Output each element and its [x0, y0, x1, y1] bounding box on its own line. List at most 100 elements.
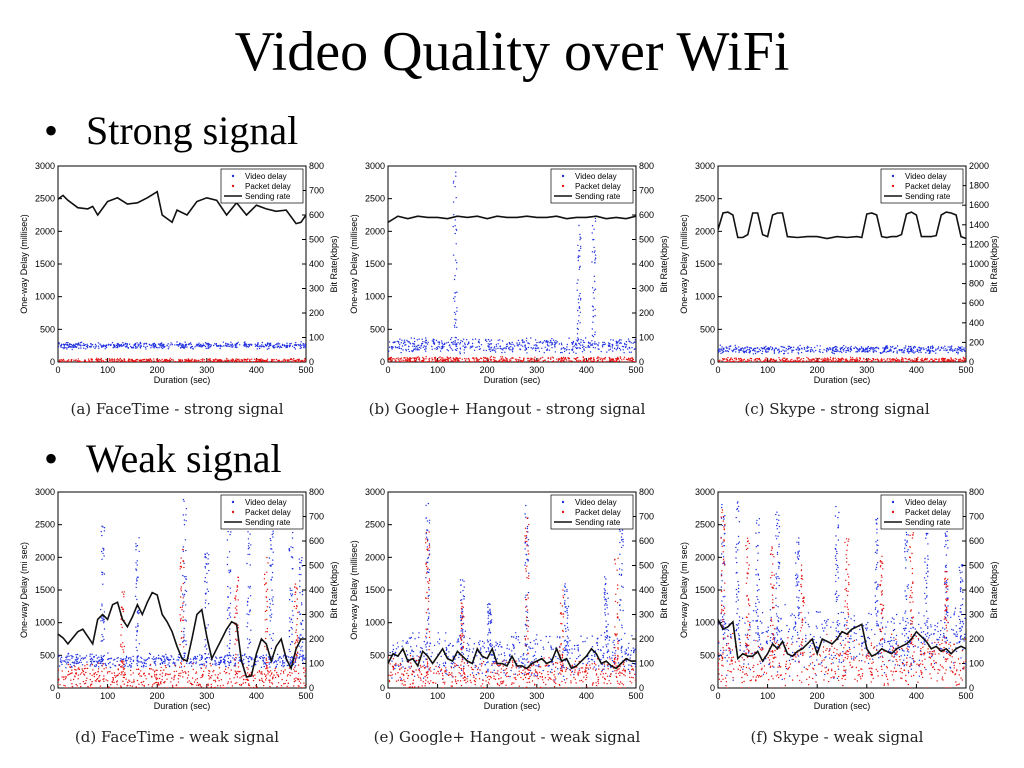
packet-delay-point	[241, 360, 244, 362]
video-delay-point	[593, 343, 595, 345]
packet-delay-point	[123, 676, 126, 679]
video-delay-point	[143, 662, 146, 665]
video-delay-point	[808, 346, 810, 349]
packet-delay-point	[234, 643, 236, 645]
packet-delay-point	[260, 359, 262, 362]
y2-tick-label: 500	[309, 235, 324, 245]
packet-delay-point	[922, 361, 924, 362]
packet-delay-point	[252, 679, 255, 682]
video-delay-point	[190, 347, 192, 349]
video-delay-point	[953, 349, 955, 351]
video-delay-point	[577, 309, 579, 312]
video-delay-point	[116, 657, 118, 659]
video-delay-point	[117, 657, 119, 659]
video-delay-point	[146, 658, 149, 660]
video-delay-point	[619, 349, 622, 351]
video-delay-point	[411, 350, 414, 353]
packet-delay-point	[961, 359, 963, 361]
video-delay-point	[232, 654, 235, 656]
video-delay-point	[433, 342, 436, 344]
video-delay-point	[509, 348, 511, 351]
packet-delay-point	[108, 361, 110, 362]
packet-delay-point	[589, 358, 591, 360]
packet-delay-point	[213, 687, 216, 688]
video-delay-point	[881, 352, 883, 354]
y-tick-label: 500	[40, 650, 55, 660]
packet-delay-point	[129, 680, 131, 683]
packet-delay-point	[492, 356, 495, 358]
video-delay-point	[290, 618, 293, 620]
video-delay-point	[295, 344, 297, 347]
packet-delay-point	[182, 361, 184, 362]
video-delay-point	[269, 603, 271, 605]
video-delay-point	[141, 662, 144, 664]
packet-delay-point	[213, 679, 215, 682]
video-delay-point	[283, 654, 285, 657]
video-delay-point	[181, 660, 183, 662]
video-delay-point	[229, 639, 231, 641]
packet-delay-point	[255, 687, 257, 688]
video-delay-point	[433, 343, 436, 345]
video-delay-point	[101, 657, 103, 660]
video-delay-point	[229, 628, 231, 630]
packet-delay-point	[224, 668, 227, 670]
packet-delay-point	[411, 360, 413, 362]
packet-delay-point	[446, 357, 449, 359]
packet-delay-point	[182, 687, 185, 688]
packet-delay-point	[91, 674, 93, 677]
video-delay-point	[454, 219, 456, 221]
video-delay-point	[935, 348, 937, 350]
packet-delay-point	[280, 685, 283, 687]
packet-delay-point	[964, 359, 966, 362]
video-delay-point	[268, 663, 270, 665]
video-delay-point	[577, 328, 579, 330]
video-delay-point	[228, 631, 230, 633]
video-delay-point	[67, 652, 70, 655]
video-delay-point	[269, 666, 271, 668]
packet-delay-point	[124, 672, 126, 674]
video-delay-point	[230, 346, 232, 348]
video-delay-point	[105, 346, 108, 349]
video-delay-point	[180, 343, 182, 345]
packet-delay-point	[299, 361, 302, 362]
packet-delay-point	[138, 683, 140, 685]
video-delay-point	[546, 349, 548, 351]
packet-delay-point	[197, 359, 199, 362]
packet-delay-point	[239, 361, 241, 362]
packet-delay-point	[131, 685, 134, 687]
video-delay-point	[292, 663, 295, 666]
packet-delay-point	[272, 361, 274, 362]
packet-delay-point	[916, 360, 918, 362]
packet-delay-point	[58, 360, 61, 362]
video-delay-point	[818, 350, 820, 352]
packet-delay-point	[561, 357, 564, 360]
packet-delay-point	[193, 681, 196, 683]
video-delay-point	[923, 347, 925, 349]
video-delay-point	[299, 561, 301, 564]
packet-delay-point	[137, 687, 139, 688]
legend-marker-video	[231, 174, 235, 178]
video-delay-point	[811, 348, 813, 351]
video-delay-point	[488, 343, 491, 346]
video-delay-point	[76, 658, 79, 660]
packet-delay-point	[807, 358, 809, 360]
video-delay-point	[100, 344, 102, 346]
packet-delay-point	[129, 685, 131, 687]
video-delay-point	[200, 346, 202, 348]
packet-delay-point	[68, 359, 70, 361]
video-delay-point	[425, 348, 427, 350]
video-delay-point	[153, 347, 155, 349]
video-delay-point	[219, 662, 221, 664]
packet-delay-point	[564, 357, 567, 359]
video-delay-point	[778, 352, 780, 354]
packet-delay-point	[210, 665, 212, 667]
video-delay-point	[217, 344, 220, 347]
packet-delay-point	[802, 360, 804, 362]
packet-delay-point	[893, 359, 895, 361]
video-delay-point	[464, 344, 466, 346]
packet-delay-point	[235, 595, 237, 597]
packet-delay-point	[182, 637, 185, 639]
video-delay-point	[459, 353, 461, 355]
video-delay-point	[182, 593, 184, 595]
packet-delay-point	[157, 682, 159, 684]
